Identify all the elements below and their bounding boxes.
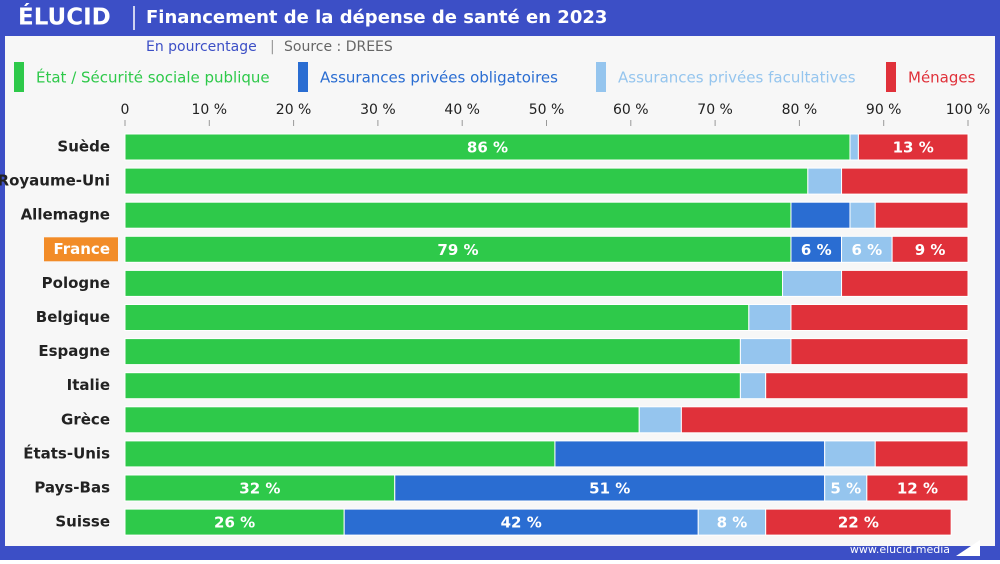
x-tick-label: 10 % — [192, 102, 228, 118]
bar-segment — [790, 338, 969, 366]
x-tick-label: 50 % — [529, 102, 565, 118]
x-tick-label: 40 % — [444, 102, 480, 118]
bar-segment — [782, 269, 843, 297]
bar-segment — [874, 201, 969, 229]
bar-segment — [124, 167, 809, 195]
y-tick-label: Italie — [67, 376, 110, 394]
bar-segment — [874, 440, 969, 468]
x-tick-label: 0 — [121, 102, 130, 118]
footer-logo — [956, 540, 980, 556]
y-tick-label: États-Unis — [23, 443, 110, 462]
value-label: 42 % — [501, 514, 542, 532]
bar-segment — [849, 201, 876, 229]
bar-segment — [554, 440, 826, 468]
bar-segment — [807, 167, 843, 195]
y-tick-label: Pologne — [42, 274, 110, 292]
y-tick-label: Suède — [57, 138, 110, 156]
bar-segment — [697, 508, 767, 536]
bar-segment — [849, 133, 859, 161]
footer: www.elucid.media — [850, 543, 950, 556]
legend-swatch — [886, 62, 896, 92]
bar-segment — [857, 133, 969, 161]
bar-segment — [124, 372, 741, 400]
bar-segment — [841, 269, 969, 297]
chart-title: Financement de la dépense de santé en 20… — [146, 7, 607, 28]
value-label: 6 % — [851, 241, 882, 259]
bar-segment — [765, 372, 969, 400]
y-tick-label: Pays-Bas — [34, 479, 110, 497]
value-label: 86 % — [467, 139, 508, 157]
bar-segment — [394, 474, 826, 502]
x-tick-label: 60 % — [613, 102, 649, 118]
legend-swatch — [14, 62, 24, 92]
value-label: 5 % — [830, 480, 861, 498]
value-label: 51 % — [589, 480, 630, 498]
legend-swatch — [298, 62, 308, 92]
y-tick-label: Allemagne — [21, 206, 110, 224]
bar-segment — [343, 508, 699, 536]
brand: ÉLUCID — [18, 3, 111, 31]
value-label: 22 % — [838, 514, 879, 532]
bar-segment — [638, 406, 682, 434]
highlight-box — [44, 237, 118, 262]
value-label: 26 % — [214, 514, 255, 532]
value-label: 8 % — [717, 514, 748, 532]
bar-segment — [124, 338, 741, 366]
source: Source : DREES — [284, 39, 393, 55]
bar-segment — [748, 304, 792, 331]
bar-segment — [824, 440, 876, 468]
x-tick-label: 100 % — [946, 102, 990, 118]
bar-segment — [790, 235, 843, 263]
y-tick-label: Royaume-Uni — [0, 172, 110, 190]
bar-segment — [841, 235, 893, 263]
bar-segment — [891, 235, 969, 263]
legend-label: État / Sécurité sociale publique — [36, 68, 270, 87]
bar-segment — [680, 406, 969, 434]
value-label: 13 % — [893, 139, 934, 157]
legend-label: Assurances privées obligatoires — [320, 69, 558, 87]
separator: | — [270, 39, 275, 55]
bar-segment — [124, 508, 345, 536]
bar-segment — [124, 269, 784, 297]
value-label: 9 % — [915, 241, 946, 259]
bar-segment — [124, 406, 640, 434]
value-label: 6 % — [801, 241, 832, 259]
y-tick-label: Grèce — [61, 410, 110, 428]
bar-segment — [124, 235, 792, 263]
y-tick-label: Suisse — [55, 513, 110, 531]
value-label: 32 % — [239, 480, 280, 498]
bar-segment — [765, 508, 952, 536]
bar-segment — [790, 304, 969, 331]
y-tick-label: France — [53, 240, 110, 258]
x-tick-label: 20 % — [276, 102, 312, 118]
y-tick-label: Belgique — [36, 308, 110, 326]
x-tick-label: 30 % — [360, 102, 396, 118]
x-tick-label: 90 % — [866, 102, 902, 118]
bar-segment — [124, 201, 792, 229]
bar-segment — [739, 338, 792, 366]
bar-segment — [124, 304, 750, 331]
legend-label: Assurances privées facultatives — [618, 69, 856, 87]
subtitle: En pourcentage — [146, 39, 257, 55]
x-tick-label: 70 % — [697, 102, 733, 118]
x-tick-label: 80 % — [782, 102, 818, 118]
bar-segment — [824, 474, 868, 502]
legend-label: Ménages — [908, 69, 976, 87]
bar-segment — [866, 474, 969, 502]
value-label: 12 % — [897, 480, 938, 498]
value-label: 79 % — [437, 241, 478, 259]
y-tick-label: Espagne — [38, 342, 110, 360]
legend-swatch — [596, 62, 606, 92]
bar-segment — [124, 440, 556, 468]
bar-segment — [841, 167, 969, 195]
bar-segment — [739, 372, 767, 400]
bar-segment — [790, 201, 851, 229]
